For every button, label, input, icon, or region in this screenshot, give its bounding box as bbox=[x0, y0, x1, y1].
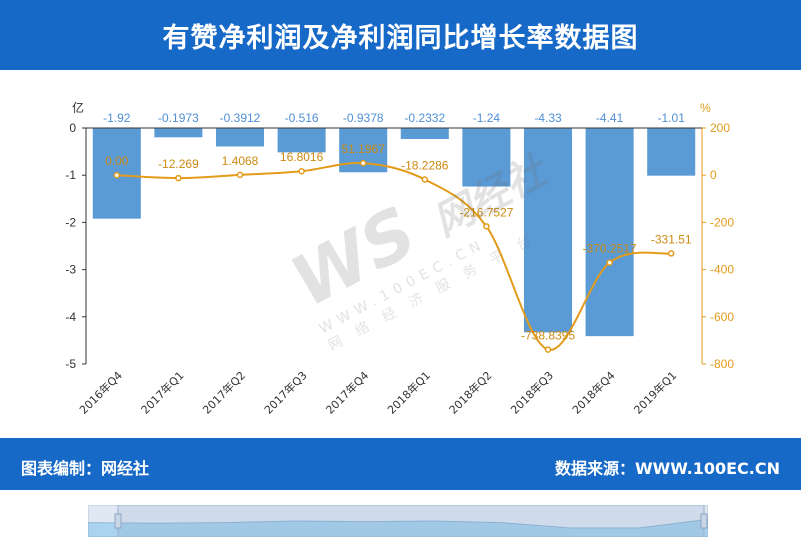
category-label: 2017年Q3 bbox=[261, 368, 310, 417]
category-label: 2018年Q1 bbox=[384, 368, 433, 417]
bar bbox=[277, 128, 326, 153]
bar bbox=[154, 128, 203, 138]
category-label: 2017年Q1 bbox=[138, 368, 187, 417]
line-point bbox=[544, 346, 552, 353]
line-point bbox=[667, 250, 675, 257]
line-value-label: -12.269 bbox=[158, 157, 199, 171]
bar-value-label: -0.516 bbox=[285, 111, 319, 125]
chart-area: 0 -1 -2 -3 -4 -5 亿 200 0 -200 -400 -600 -800% -1.92 -0… bbox=[0, 70, 801, 438]
chart-svg: 0 -1 -2 -3 -4 -5 亿 200 0 -200 -400 -600 -800% -1.92 -0… bbox=[65, 100, 734, 417]
right-tick-label: -800 bbox=[710, 357, 734, 371]
zoom-left-handle[interactable] bbox=[114, 513, 122, 529]
line-value-label: -18.2286 bbox=[401, 159, 449, 173]
left-axis-unit: 亿 bbox=[72, 100, 84, 115]
line-value-label: 1.4068 bbox=[222, 154, 259, 168]
zoom-slider-svg[interactable] bbox=[87, 504, 709, 538]
footer-source: 数据来源：WWW.100EC.CN bbox=[554, 459, 780, 478]
line-value-label: 16.8016 bbox=[280, 150, 324, 164]
line-point bbox=[298, 167, 305, 175]
zoom-right-handle[interactable] bbox=[700, 513, 708, 529]
line-point bbox=[175, 174, 182, 182]
line-value-label: -738.8395 bbox=[521, 329, 575, 343]
category-label: 2016年Q4 bbox=[76, 368, 125, 417]
bar-value-label: -4.33 bbox=[534, 111, 562, 125]
bar bbox=[462, 128, 511, 187]
left-tick-label: -2 bbox=[65, 215, 76, 229]
footer-credit: 图表编制：网经社 bbox=[21, 459, 150, 478]
bar-value-label: -0.1973 bbox=[158, 111, 199, 125]
line-value-label: -216.7527 bbox=[459, 205, 513, 219]
bar-value-label: -1.24 bbox=[473, 111, 501, 125]
page-title: 有赞净利润及净利润同比增长率数据图 bbox=[162, 22, 639, 54]
line-point bbox=[421, 176, 429, 183]
right-tick-label: -400 bbox=[710, 263, 734, 277]
bar-value-label: -1.01 bbox=[658, 111, 686, 125]
bar-value-label: -4.41 bbox=[596, 111, 624, 125]
line-point bbox=[606, 259, 613, 266]
bar bbox=[647, 128, 696, 176]
right-tick-label: 0 bbox=[710, 168, 717, 182]
bar-value-label: -0.2332 bbox=[404, 111, 445, 125]
line-value-label: 51.1967 bbox=[342, 142, 386, 156]
title-banner: 有赞净利润及净利润同比增长率数据图 bbox=[0, 0, 801, 70]
right-tick-label: -600 bbox=[710, 310, 734, 324]
line-value-label: -331.51 bbox=[651, 232, 692, 246]
line-point bbox=[113, 171, 121, 179]
left-tick-label: -4 bbox=[65, 310, 76, 324]
zoom-slider[interactable] bbox=[87, 504, 709, 538]
category-label: 2017年Q2 bbox=[200, 368, 249, 417]
footer-banner: 图表编制：网经社 数据来源：WWW.100EC.CN bbox=[0, 438, 801, 490]
line-point bbox=[236, 171, 244, 179]
bar-value-label: -1.92 bbox=[103, 111, 131, 125]
bar-value-label: -0.3912 bbox=[220, 111, 261, 125]
left-tick-label: -5 bbox=[65, 357, 76, 371]
category-label: 2018年Q3 bbox=[508, 368, 557, 417]
line-value-label: -370.2517 bbox=[583, 242, 637, 256]
bar bbox=[523, 128, 573, 333]
right-axis-unit: % bbox=[700, 101, 711, 115]
right-tick-label: 200 bbox=[710, 121, 730, 135]
right-tick-label: -200 bbox=[710, 215, 734, 229]
category-label: 2019年Q1 bbox=[631, 368, 680, 417]
bar-value-label: -0.9378 bbox=[343, 111, 384, 125]
bar bbox=[585, 128, 634, 337]
category-label: 2018年Q4 bbox=[569, 368, 618, 417]
bar bbox=[400, 128, 449, 140]
line-point bbox=[359, 159, 367, 167]
bar bbox=[215, 128, 265, 147]
left-tick-label: -3 bbox=[65, 263, 76, 277]
left-tick-label: 0 bbox=[69, 121, 76, 135]
zoom-selection bbox=[117, 504, 705, 538]
line-point bbox=[483, 223, 490, 230]
category-label: 2018年Q2 bbox=[446, 368, 495, 417]
line-value-label: 0.00 bbox=[105, 154, 129, 168]
left-tick-label: -1 bbox=[65, 168, 76, 182]
category-label: 2017年Q4 bbox=[323, 368, 372, 417]
